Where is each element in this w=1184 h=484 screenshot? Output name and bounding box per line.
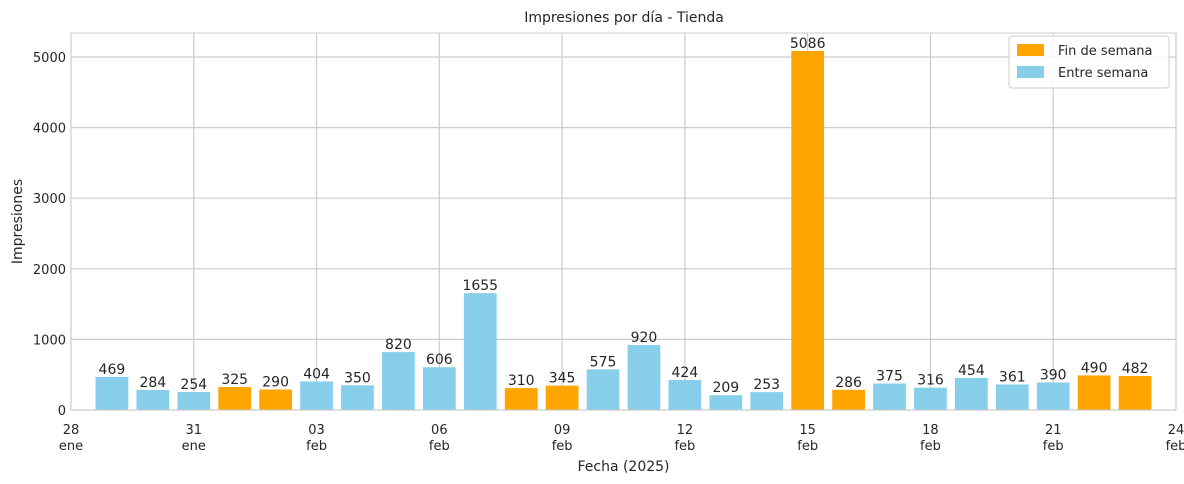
bar-value-label: 345 — [549, 371, 576, 387]
bar-value-label: 575 — [590, 354, 617, 370]
x-tick-label: 21 feb — [1043, 423, 1064, 454]
x-tick-label: 03 feb — [306, 423, 327, 454]
bar-weekday — [382, 352, 415, 410]
bar-weekday — [463, 293, 497, 410]
data-labels: 469 284 254 325 290 404 350 820 606 1655 310 345 575… — [99, 36, 1149, 396]
x-tick-label: 28 ene — [59, 423, 83, 454]
bar-value-label: 209 — [712, 380, 739, 396]
y-axis-title: Impresiones — [10, 179, 26, 264]
x-axis-ticks: 28 ene 31 ene 03 feb 06 feb 09 feb 12 feb 15 feb 18 feb… — [59, 423, 1184, 454]
bar-weekend — [218, 387, 252, 410]
legend-label-weekday: Entre semana — [1058, 66, 1148, 81]
bar-value-label: 920 — [631, 330, 658, 346]
bar-weekend — [545, 385, 579, 410]
y-tick-label: 5000 — [33, 51, 66, 66]
legend-box — [1008, 35, 1170, 89]
bar-value-label: 254 — [180, 377, 207, 393]
bar-value-label: 325 — [221, 372, 248, 388]
bar-weekday — [586, 369, 620, 410]
bar-value-label: 820 — [385, 337, 412, 353]
bar-value-label: 284 — [139, 375, 166, 391]
legend-label-weekend: Fin de semana — [1058, 44, 1153, 59]
bar-value-label: 290 — [262, 375, 289, 391]
bar-value-label: 454 — [958, 363, 985, 379]
bar-value-label: 424 — [672, 365, 699, 381]
y-tick-label: 0 — [58, 404, 66, 419]
x-tick-label: 15 feb — [797, 423, 818, 454]
bar-weekend — [791, 50, 825, 410]
bar-value-label: 361 — [999, 370, 1026, 386]
bar-weekend — [832, 389, 865, 410]
bar-weekday — [995, 384, 1029, 410]
bar-weekday — [955, 377, 988, 410]
x-axis-title: Fecha (2025) — [577, 459, 669, 475]
bar-value-label: 469 — [99, 362, 126, 378]
legend-swatch-weekend — [1017, 44, 1044, 56]
x-tick-label: 12 feb — [674, 423, 695, 454]
bar-weekend — [1118, 375, 1152, 410]
y-tick-label: 2000 — [33, 263, 66, 278]
bar-value-label: 286 — [835, 375, 862, 391]
bar-weekday — [177, 392, 211, 410]
x-tick-label: 18 feb — [920, 423, 941, 454]
bar-value-label: 350 — [344, 370, 371, 386]
y-axis-ticks: 0 1000 2000 3000 4000 5000 — [33, 51, 66, 419]
bar-weekday — [95, 376, 129, 410]
bar-value-label: 375 — [876, 369, 903, 385]
bar-weekday — [136, 389, 170, 410]
bar-value-label: 390 — [1040, 367, 1067, 383]
bar-weekday — [873, 383, 906, 410]
bar-weekday — [627, 345, 661, 410]
bar-weekday — [341, 385, 374, 410]
y-tick-label: 3000 — [33, 192, 66, 207]
chart-title: Impresiones por día - Tienda — [524, 10, 724, 26]
bar-value-label: 310 — [508, 373, 535, 389]
bar-weekday — [668, 380, 702, 410]
bar-value-label: 404 — [303, 366, 330, 382]
bar-value-label: 253 — [753, 377, 780, 393]
bar-weekday — [300, 381, 333, 410]
bar-value-label: 482 — [1122, 361, 1149, 377]
y-tick-label: 4000 — [33, 122, 66, 137]
bar-weekend — [259, 389, 292, 410]
legend: Fin de semana Entre semana — [1008, 35, 1170, 89]
x-tick-label: 06 feb — [429, 423, 450, 454]
bar-value-label: 1655 — [462, 278, 498, 294]
y-tick-label: 1000 — [33, 333, 66, 348]
bar-weekday — [1036, 382, 1070, 410]
bar-value-label: 490 — [1081, 360, 1108, 376]
bar-weekday — [422, 367, 456, 410]
bar-value-label: 606 — [426, 352, 453, 368]
x-tick-label: 31 ene — [182, 423, 206, 454]
bar-weekend — [1077, 375, 1111, 410]
x-tick-label: 09 feb — [552, 423, 573, 454]
x-tick-label: 24 feb — [1166, 423, 1184, 454]
bar-value-label: 5086 — [790, 36, 826, 52]
bar-value-label: 316 — [917, 373, 944, 389]
bars — [95, 50, 1152, 410]
plot-frame — [70, 32, 1177, 411]
bar-weekday — [750, 392, 784, 410]
bar-weekend — [504, 388, 538, 410]
legend-swatch-weekday — [1017, 66, 1044, 78]
bar-weekday — [914, 387, 947, 410]
grid-lines — [70, 33, 1177, 411]
bar-weekday — [709, 395, 743, 410]
